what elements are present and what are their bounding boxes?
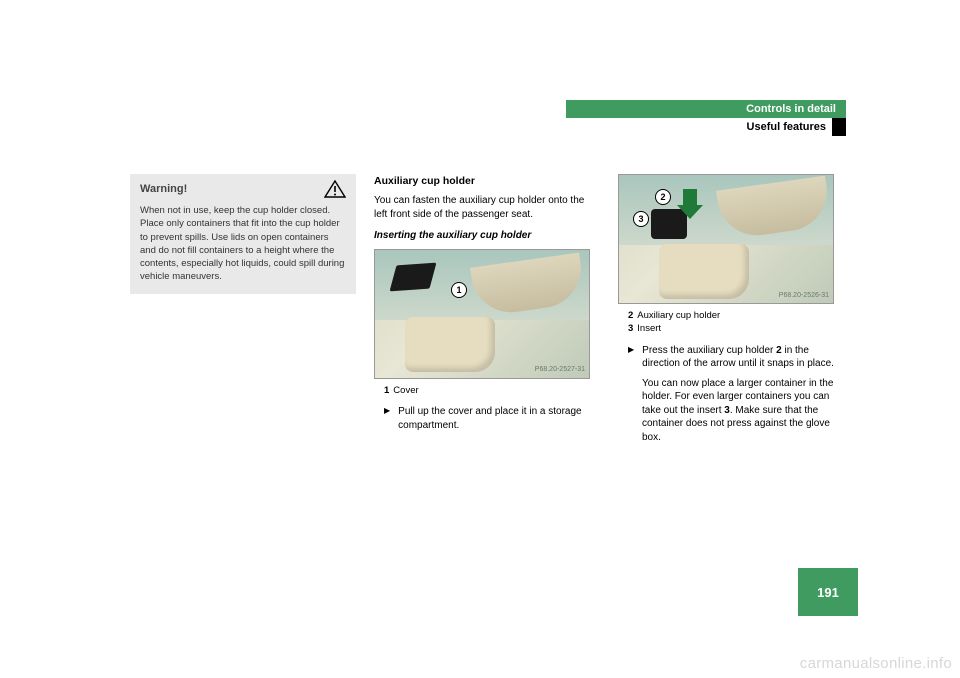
aux-intro: You can fasten the auxiliary cup holder … bbox=[374, 194, 600, 221]
warning-triangle-icon bbox=[324, 180, 346, 198]
figure-1: 1 P68.20-2527-31 bbox=[374, 249, 590, 379]
warning-title: Warning! bbox=[140, 182, 187, 197]
tab-marker bbox=[832, 118, 846, 136]
legend-2-label: Auxiliary cup holder bbox=[637, 310, 720, 321]
warning-box: Warning! When not in use, keep the cup h… bbox=[130, 174, 356, 294]
legend-1-num: 1 bbox=[384, 385, 389, 396]
legend-row-3: 3 Insert bbox=[618, 323, 844, 336]
column-1: Warning! When not in use, keep the cup h… bbox=[130, 174, 356, 452]
bullet-icon: ▶ bbox=[628, 344, 634, 371]
watermark: carmanualsonline.info bbox=[800, 655, 952, 672]
figure-2-label: P68.20-2526-31 bbox=[779, 291, 829, 300]
figure-1-cover bbox=[390, 262, 437, 291]
figure-2-seat bbox=[659, 244, 749, 299]
note-text: You can now place a larger container in … bbox=[618, 377, 844, 445]
warning-body: When not in use, keep the cup holder clo… bbox=[130, 200, 356, 294]
legend-row-2: 2 Auxiliary cup holder bbox=[618, 310, 844, 323]
legend-1: 1 Cover bbox=[374, 385, 600, 398]
step-2-text: Press the auxiliary cup holder 2 in the … bbox=[642, 344, 844, 371]
legend-2-num: 2 bbox=[628, 310, 633, 321]
aux-subhead: Inserting the auxiliary cup holder bbox=[374, 229, 600, 243]
page-number: 191 bbox=[798, 568, 858, 616]
step-2a: Press the auxiliary cup holder bbox=[642, 345, 776, 356]
legend-3-label: Insert bbox=[637, 323, 661, 334]
callout-2: 2 bbox=[655, 189, 671, 205]
callout-3: 3 bbox=[633, 211, 649, 227]
page-header: Controls in detail Useful features bbox=[566, 100, 846, 136]
step-row-1: ▶ Pull up the cover and place it in a st… bbox=[374, 405, 600, 432]
legend-1-label: Cover bbox=[393, 385, 418, 396]
page-area: Controls in detail Useful features Warni… bbox=[130, 100, 846, 640]
step-row-2: ▶ Press the auxiliary cup holder 2 in th… bbox=[618, 344, 844, 371]
callout-1: 1 bbox=[451, 282, 467, 298]
legend-row-1: 1 Cover bbox=[374, 385, 600, 398]
figure-1-label: P68.20-2527-31 bbox=[535, 365, 585, 374]
figure-2: 2 3 P68.20-2526-31 bbox=[618, 174, 834, 304]
column-3: 2 3 P68.20-2526-31 2 Auxiliary cup holder… bbox=[618, 174, 844, 452]
column-2: Auxiliary cup holder You can fasten the … bbox=[374, 174, 600, 452]
arrow-down-icon bbox=[677, 189, 711, 223]
subsection-title: Useful features bbox=[566, 118, 832, 136]
legend-2: 2 Auxiliary cup holder 3 Insert bbox=[618, 310, 844, 336]
section-title: Controls in detail bbox=[566, 100, 846, 118]
warning-header: Warning! bbox=[130, 174, 356, 200]
aux-title: Auxiliary cup holder bbox=[374, 174, 600, 188]
figure-1-seat bbox=[405, 317, 495, 372]
bullet-icon: ▶ bbox=[384, 405, 390, 432]
step-1-text: Pull up the cover and place it in a stor… bbox=[398, 405, 600, 432]
subsection-row: Useful features bbox=[566, 118, 846, 136]
legend-3-num: 3 bbox=[628, 323, 633, 334]
content-columns: Warning! When not in use, keep the cup h… bbox=[130, 174, 846, 452]
